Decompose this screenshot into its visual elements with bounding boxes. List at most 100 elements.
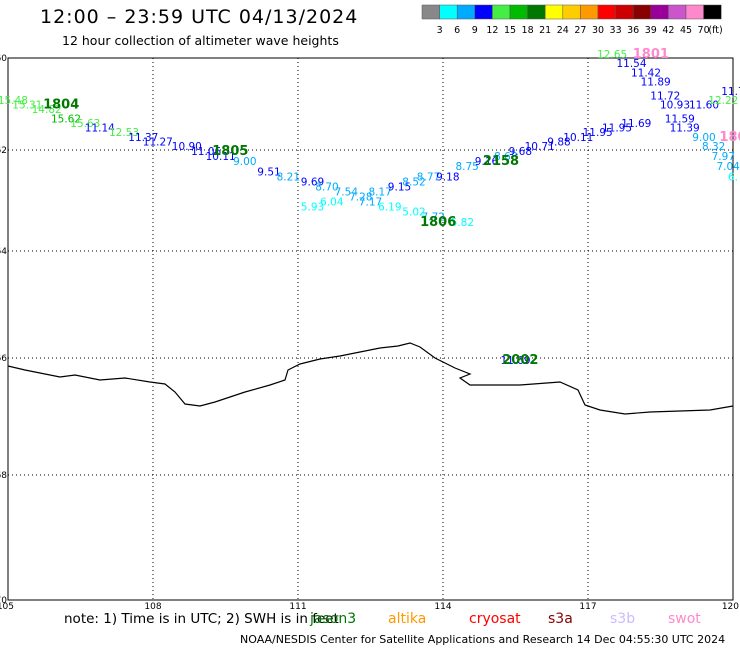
swh-value-label: 11.72 [650,90,680,102]
swh-value-label: 9.68 [509,146,532,158]
legend-swatch [703,4,722,20]
satellite-label-jason3: jason3 [310,611,357,627]
swh-value-label: 11.54 [616,58,646,70]
legend-label: 3 [437,25,443,36]
lat-tick-label: -70 [0,596,7,606]
swh-value-label: 15.48 [0,95,28,107]
hour-label: 1805 [212,144,248,159]
lat-tick-label: -62 [0,146,7,156]
legend-label: 39 [645,25,657,36]
lat-tick-label: -66 [0,354,7,364]
map-frame [7,57,734,601]
swh-value-label: 12.65 [597,49,627,61]
swh-value-label: 15.62 [51,113,81,125]
swh-value-label: 9.51 [257,166,280,178]
satellite-label-cryosat: cryosat [469,611,521,627]
legend-label: 6 [454,25,460,36]
swh-value-label: 7.97 [712,151,735,163]
legend-unit: (ft) [708,25,722,36]
swh-value-label: 7.72 [422,212,445,224]
lon-tick-label: 117 [579,602,596,610]
swh-value-label: 5.93 [301,202,324,214]
swh-value-label: 7.54 [335,186,359,198]
legend-label: 30 [592,25,604,36]
swh-value-label: 14.82 [32,104,62,116]
swh-value-label: 8.52 [402,176,425,188]
swh-value-label: 11.89 [641,77,671,89]
swh-value-label: 8.21 [277,171,300,183]
lat-tick-label: -60 [0,54,7,64]
map-subtitle: 12 hour collection of altimeter wave hei… [62,33,339,48]
swh-value-label: 11.42 [631,67,661,79]
lat-tick-label: -64 [0,247,7,257]
swh-value-label: 9.18 [436,171,459,183]
swh-value-label: 8.32 [702,141,725,153]
swh-value-label: 10.11 [206,151,236,163]
swh-value-label: 12.22 [708,95,738,107]
swh-value-label: 10.71 [525,141,555,153]
hour-label: 1804 [43,98,79,113]
swh-value-label: 9.15 [388,181,411,193]
legend-label: 18 [522,25,534,36]
hour-label: 1806 [420,215,456,230]
swh-value-label: 11.37 [128,132,158,144]
map-title: 12:00 – 23:59 UTC 04/13/2024 [40,6,359,28]
swh-value-label: 12.53 [109,127,139,139]
legend-label: 9 [472,25,478,36]
satellite-label-swot: swot [668,611,701,627]
swh-value-label: 10.11 [563,132,593,144]
swh-value-label: 8.70 [315,181,338,193]
hour-label: 2158 [483,154,519,169]
swh-value-label: 11.59 [665,113,695,125]
legend-label: 36 [627,25,639,36]
legend-label: 15 [504,25,516,36]
swh-value-label: 5.02 [402,207,425,219]
swh-value-label: 8.68 [494,151,517,163]
swh-value-label: 11.06 [191,146,221,158]
legend-label: 24 [557,25,569,36]
legend-label: 12 [486,25,498,36]
swh-value-label: 10.90 [172,141,202,153]
hour-label: 180 [719,130,740,145]
swh-value-label: 6.19 [378,202,401,214]
legend-label: 42 [662,25,674,36]
swh-value-label: 10.93 [660,100,690,112]
legend-label: 70 [698,25,710,36]
legend-label: 33 [610,25,622,36]
swh-value-label: 9.00 [692,132,715,144]
swh-value-label: 15.63 [70,118,100,130]
swh-value-label: 5.82 [451,217,474,229]
satellite-label-altika: altika [388,611,427,627]
swh-value-label: 11.39 [670,123,700,135]
swh-value-label: 11.27 [143,136,173,148]
swh-value-label: 11.69 [621,118,651,130]
swh-value-label: 11.14 [85,123,115,135]
map-plot: -60 -62 -64 -66 -68 -70105 108 111 114 117 120 15.4… [0,47,740,610]
swh-value-label: 11.95 [583,127,613,139]
swh-value-label: 11.60 [689,100,719,112]
swh-value-label: 9.88 [547,136,570,148]
swh-value-label: 8.17 [368,186,391,198]
lon-tick-label: 105 [0,602,14,610]
swh-value-label: 9.69 [301,176,324,188]
swh-value-label: 7.28 [349,192,372,204]
hour-label: 2002 [502,353,538,368]
hour-label: 1801 [633,47,669,62]
swh-value-label: 8.75 [455,161,478,173]
swh-value-label: 8.77 [417,171,440,183]
lon-tick-label: 114 [434,602,451,610]
satellite-label-s3b: s3b [610,611,636,627]
legend-label: 45 [680,25,692,36]
note-text: note: 1) Time is in UTC; 2) SWH is in fe… [64,611,339,627]
lat-tick-label: -68 [0,471,7,481]
swh-value-label: 6.04 [320,197,344,209]
swh-value-label: 15.31 [12,100,42,112]
lon-tick-label: 108 [144,602,161,610]
lon-tick-label: 111 [289,602,306,610]
swh-value-label: 9.16 [475,156,499,168]
swh-value-label: 7.17 [359,197,382,209]
swh-value-label: 11.7 [721,86,740,98]
lon-tick-label: 120 [722,602,739,610]
swh-value-label: 6. [728,171,738,183]
